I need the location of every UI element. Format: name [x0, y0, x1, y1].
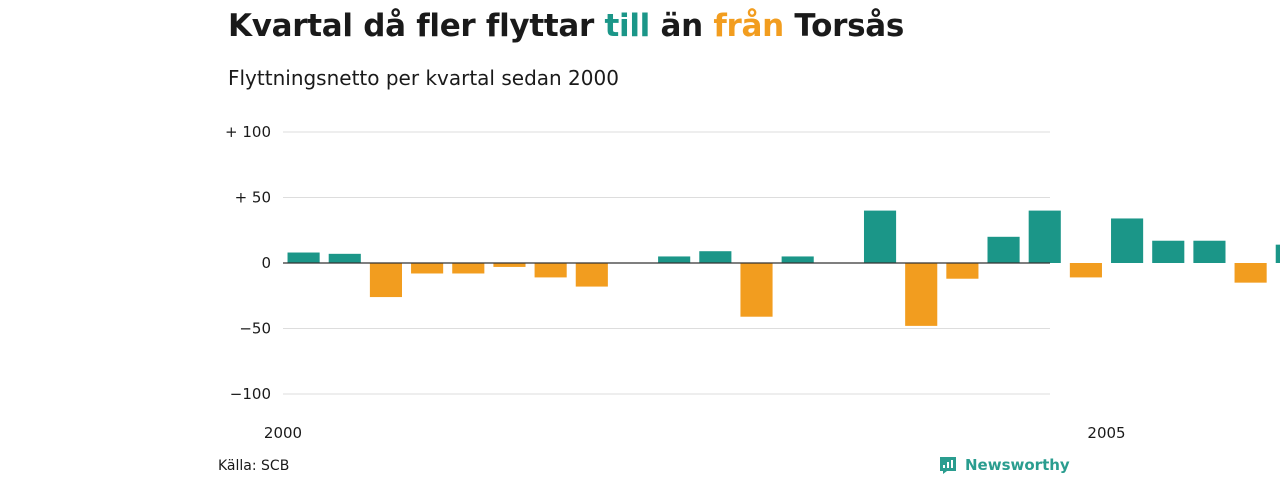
bar [1234, 263, 1267, 283]
brand-name: Newsworthy [965, 456, 1070, 474]
x-axis: 20002005201020152020 [264, 424, 1126, 442]
chart-title: Kvartal då fler flyttar till än från Tor… [228, 8, 904, 44]
title-fran: från [713, 8, 784, 44]
bar [534, 263, 567, 278]
title-till: till [604, 8, 650, 44]
bar [369, 263, 402, 298]
bar [287, 252, 320, 263]
chart-subtitle: Flyttningsnetto per kvartal sedan 2000 [228, 66, 619, 90]
bar [1069, 263, 1102, 278]
bar [863, 210, 897, 263]
bar [1193, 240, 1226, 263]
x-tick-label: 2005 [1087, 424, 1125, 442]
bar [1152, 240, 1185, 263]
bar [452, 263, 485, 274]
bar [1275, 244, 1280, 263]
bar [1111, 218, 1144, 263]
bar [575, 263, 608, 287]
bar [493, 263, 526, 267]
bar [987, 236, 1020, 263]
bar [699, 251, 732, 263]
y-tick-label: + 100 [225, 123, 271, 141]
bar [946, 263, 979, 279]
gridlines [283, 131, 1050, 395]
source-note: Källa: SCB [218, 458, 290, 474]
bar [411, 263, 444, 274]
y-tick-label: + 50 [235, 189, 271, 207]
bar [328, 253, 361, 263]
newsworthy-icon [940, 457, 956, 474]
bar [1028, 210, 1061, 263]
bars [287, 210, 1280, 326]
title-suffix: Torsås [783, 8, 905, 44]
y-tick-label: −50 [239, 320, 271, 338]
bar [658, 256, 691, 263]
bar [740, 263, 773, 317]
newsworthy-logo[interactable]: Newsworthy [938, 455, 1070, 475]
y-tick-label: 0 [261, 254, 271, 272]
title-prefix: Kvartal då fler flyttar [228, 8, 605, 44]
bar [905, 263, 938, 326]
x-tick-label: 2000 [264, 424, 302, 442]
title-middle: än [649, 8, 714, 44]
y-tick-label: −100 [230, 385, 271, 403]
bar [781, 256, 814, 263]
y-axis: + 100 + 50 0 −50 −100 [225, 123, 271, 403]
